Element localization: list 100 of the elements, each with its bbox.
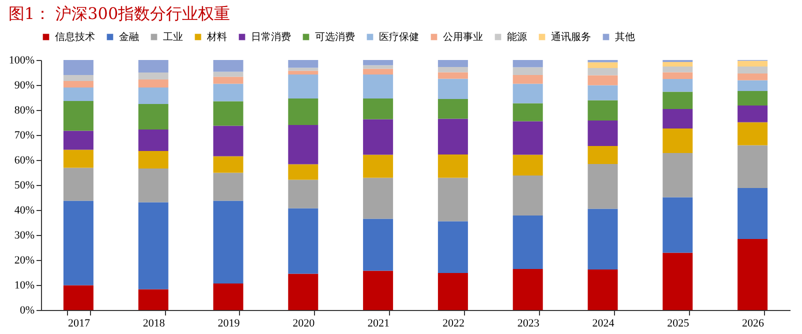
bar [363, 270, 394, 310]
legend-label: 日常消费 [251, 31, 291, 43]
bar [288, 98, 318, 125]
bar [213, 60, 244, 72]
bar [738, 122, 768, 146]
bar [512, 216, 543, 269]
bar [63, 60, 94, 75]
y-tick-label: 50% [14, 180, 34, 192]
bar [512, 84, 543, 104]
bar [588, 146, 618, 164]
y-tick-label: 80% [14, 104, 34, 116]
bar [363, 119, 394, 155]
bar [363, 65, 394, 69]
bar [738, 188, 768, 239]
bar [138, 168, 168, 202]
bar [138, 151, 168, 168]
bar [662, 62, 693, 66]
bar [588, 120, 618, 146]
bar [363, 98, 394, 120]
bar [512, 121, 543, 155]
bar [438, 154, 468, 178]
bar [63, 150, 94, 168]
y-tick-label: 30% [14, 230, 34, 242]
bar [63, 200, 94, 286]
bar [438, 221, 468, 273]
x-tick-label: 2023 [517, 318, 540, 330]
bar [738, 74, 768, 80]
bar [213, 200, 244, 284]
bar [512, 67, 543, 75]
bar [138, 130, 168, 151]
bar [738, 80, 768, 91]
bar [588, 62, 618, 68]
bar [662, 109, 693, 128]
bar [738, 66, 768, 74]
bar [213, 126, 244, 156]
bar [288, 60, 318, 68]
bar [438, 273, 468, 310]
bar [662, 79, 693, 92]
bar [63, 168, 94, 201]
legend-label: 金融 [119, 31, 139, 43]
bar [512, 269, 543, 310]
bar [588, 164, 618, 209]
x-tick-label: 2022 [442, 318, 464, 330]
bar [213, 72, 244, 77]
bar [63, 88, 94, 101]
bar [213, 172, 244, 201]
y-tick-label: 100% [8, 54, 34, 66]
legend-label: 信息技术 [55, 31, 95, 43]
bar [438, 72, 468, 79]
x-tick-label: 2025 [667, 318, 690, 330]
bar [288, 74, 318, 98]
x-tick-label: 2024 [592, 318, 615, 330]
bar [438, 78, 468, 99]
bar [288, 70, 318, 74]
chart-title: 图1： 沪深300指数分行业权重 [8, 4, 230, 23]
bar [738, 239, 768, 310]
legend-label: 通讯服务 [551, 31, 591, 43]
bar [438, 178, 468, 222]
legend-label: 其他 [615, 31, 635, 43]
bar [512, 176, 543, 216]
bar [213, 284, 244, 310]
bar [438, 99, 468, 119]
bar [588, 208, 618, 270]
bar [662, 72, 693, 79]
bar [138, 289, 168, 310]
bar [288, 180, 318, 208]
legend-label: 公用事业 [443, 31, 483, 43]
bar [512, 103, 543, 122]
bar [363, 218, 394, 271]
y-tick-label: 0% [20, 304, 34, 316]
legend-label: 能源 [507, 31, 527, 43]
bar [288, 68, 318, 71]
bar [662, 66, 693, 72]
bar [363, 154, 394, 178]
y-tick-label: 40% [14, 204, 34, 216]
bar [662, 153, 693, 198]
legend-label: 可选消费 [315, 31, 355, 43]
bar [363, 74, 394, 98]
bar [63, 101, 94, 131]
x-tick-label: 2020 [292, 318, 316, 330]
bar [588, 68, 618, 76]
bar [63, 75, 94, 81]
bar [512, 60, 543, 68]
x-tick-label: 2019 [218, 318, 240, 330]
legend-label: 医疗保健 [379, 31, 419, 43]
bar [63, 285, 94, 310]
bar [738, 60, 768, 66]
bar [512, 75, 543, 84]
x-tick-label: 2021 [368, 318, 390, 330]
bar [63, 130, 94, 150]
x-tick-label: 2018 [142, 318, 166, 330]
bar [588, 75, 618, 86]
bar [662, 252, 693, 310]
bar [438, 118, 468, 154]
y-tick-label: 70% [14, 130, 34, 142]
bar [138, 60, 168, 72]
bar [588, 100, 618, 120]
bar [138, 72, 168, 80]
y-tick-label: 90% [14, 80, 34, 92]
legend-label: 工业 [163, 31, 183, 43]
